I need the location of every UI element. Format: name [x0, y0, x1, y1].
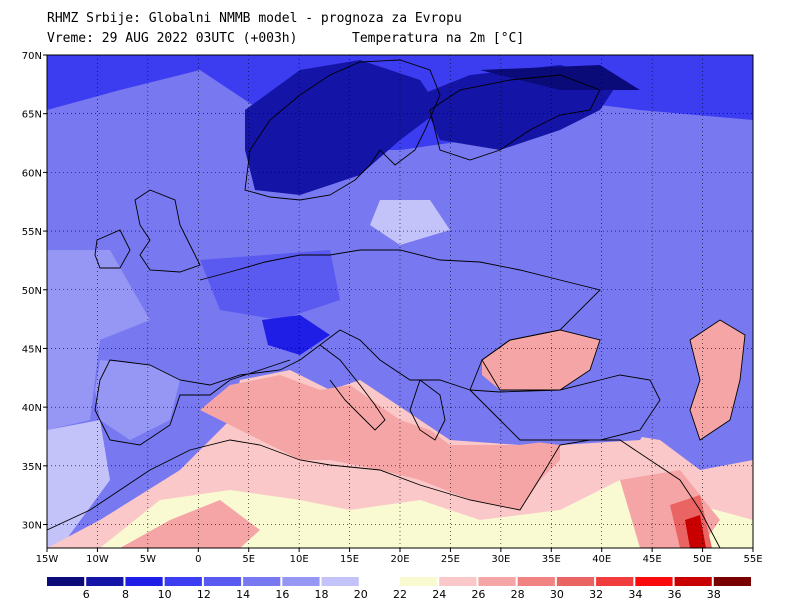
colorbar-swatch [556, 577, 595, 586]
colorbar-label: 14 [236, 588, 250, 600]
lon-label: 15W [36, 554, 59, 565]
lon-label: 30E [491, 554, 510, 565]
lat-label: 35N [22, 462, 42, 473]
mediterranean-warm [200, 375, 560, 510]
colorbar-swatch [86, 577, 124, 586]
baltic-light [370, 200, 450, 245]
black-sea-warm [482, 330, 600, 390]
colorbar-swatch [164, 577, 202, 586]
lon-label: 0 [195, 554, 201, 565]
temperature-colorbar [47, 577, 751, 586]
colorbar-swatch [400, 577, 438, 586]
lon-label: 50E [693, 554, 712, 565]
map-title: RHMZ Srbije: Globalni NMMB model - progn… [47, 11, 462, 26]
colorbar-swatch [47, 577, 85, 586]
colorbar-label: 8 [122, 588, 129, 600]
lon-label: 10W [86, 554, 109, 565]
mainland-outline [94, 249, 601, 446]
colorbar-swatch [674, 577, 712, 586]
parameter-label: Temperatura na 2m [°C] [352, 31, 525, 46]
caspian-warm [690, 320, 745, 440]
great-britain-outline [134, 189, 201, 273]
scandinavia-cold [245, 60, 440, 195]
finland-outline [429, 74, 601, 161]
lon-label: 20E [390, 554, 409, 565]
lon-label: 10E [290, 554, 309, 565]
colorbar-label: 18 [315, 588, 329, 600]
lon-label: 15E [340, 554, 359, 565]
lat-label: 40N [22, 403, 42, 414]
lat-label: 65N [22, 110, 42, 121]
colorbar-label: 32 [589, 588, 603, 600]
colorbar-swatch [478, 577, 516, 586]
colorbar-labels: 6 8 10 12 14 16 18 20 22 24 26 28 30 32 34 36 38 [83, 588, 721, 600]
colorbar-swatch [203, 577, 242, 586]
kola-coldest [480, 65, 640, 90]
caspian-outline [689, 319, 746, 441]
colorbar-label: 16 [275, 588, 289, 600]
latitude-labels: 30N 35N 40N 45N 50N 55N 60N 65N 70N [22, 51, 42, 532]
iberia-zone [95, 360, 180, 440]
colorbar-swatch [635, 577, 673, 586]
lat-label: 60N [22, 168, 42, 179]
colorbar-swatch [439, 577, 477, 586]
coastlines [47, 59, 746, 548]
lon-label: 45E [643, 554, 662, 565]
lon-label: 40E [592, 554, 611, 565]
lat-label: 70N [22, 51, 42, 62]
lat-lon-grid [43, 54, 754, 552]
colorbar-label: 34 [628, 588, 642, 600]
colorbar-label: 28 [511, 588, 525, 600]
lon-label: 5E [242, 554, 255, 565]
africa-outline [47, 439, 721, 548]
lat-label: 55N [22, 227, 42, 238]
colorbar-label: 36 [668, 588, 682, 600]
colorbar-swatch [517, 577, 555, 586]
lon-label: 55E [743, 554, 762, 565]
lat-label: 30N [22, 521, 42, 532]
colorbar-swatch [282, 577, 320, 586]
colorbar-swatch [596, 577, 634, 586]
lon-label: 25E [441, 554, 460, 565]
colorbar-label: 30 [550, 588, 564, 600]
atlantic-south-zone [47, 420, 110, 548]
lat-label: 50N [22, 286, 42, 297]
greece-outline [409, 379, 446, 441]
sahara-hot-west [120, 500, 260, 548]
arabia-hottest [685, 515, 706, 548]
anatolia-zone [500, 390, 660, 445]
map-frame [46, 54, 754, 549]
colorbar-swatch [321, 577, 359, 586]
colorbar-label: 24 [432, 588, 446, 600]
black-sea-outline [481, 329, 601, 391]
scandinavia-outline [244, 59, 441, 201]
lon-label: 5W [140, 554, 156, 565]
lat-label: 45N [22, 344, 42, 355]
alps-cold [262, 315, 330, 355]
colorbar-swatch [125, 577, 163, 586]
colorbar-label: 6 [83, 588, 90, 600]
colorbar-label: 38 [707, 588, 721, 600]
colorbar-swatch [713, 577, 751, 586]
colorbar-swatch [360, 577, 398, 586]
colorbar-label: 22 [393, 588, 407, 600]
central-europe-zone [200, 250, 340, 320]
colorbar-swatch [243, 577, 281, 586]
italy-outline [319, 344, 386, 431]
colorbar-label: 10 [158, 588, 172, 600]
colorbar-label: 12 [197, 588, 211, 600]
forecast-time: Vreme: 29 AUG 2022 03UTC (+003h) [47, 31, 298, 46]
sahara-yellow [100, 480, 753, 548]
colorbar-label: 26 [471, 588, 485, 600]
atlantic-zone [47, 250, 150, 430]
longitude-labels: 15W 10W 5W 0 5E 10E 15E 20E 25E 30E 35E 40E 45E 50E 55… [36, 554, 763, 565]
colorbar-label: 20 [354, 588, 368, 600]
lon-label: 35E [542, 554, 561, 565]
ireland-outline [94, 229, 131, 269]
temperature-field [47, 55, 753, 548]
